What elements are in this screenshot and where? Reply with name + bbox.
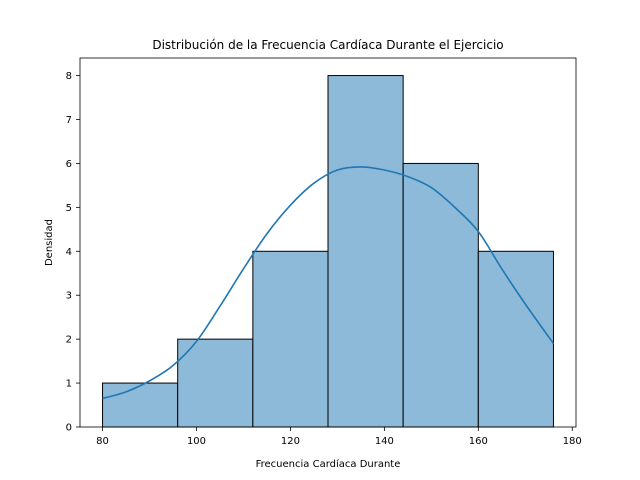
plot-frame	[79, 57, 577, 428]
y-axis-label: Densidad	[44, 219, 55, 266]
x-tick-label: 140	[375, 436, 394, 447]
x-tick-label: 100	[187, 436, 206, 447]
x-axis-label: Frecuencia Cardíaca Durante	[256, 458, 401, 470]
x-tick-label: 120	[281, 436, 300, 447]
y-tick-label: 6	[66, 159, 72, 170]
y-tick-label: 1	[66, 379, 72, 390]
histogram-bars	[102, 75, 554, 428]
histogram-bar-1	[102, 382, 179, 428]
y-tick-label: 8	[66, 71, 72, 82]
y-tick-label: 7	[66, 115, 72, 126]
histogram-bar-4	[327, 75, 404, 428]
y-tick-label: 4	[66, 247, 72, 258]
histogram-bar-2	[177, 338, 254, 428]
x-tick-label: 180	[563, 436, 582, 447]
chart-title: Distribución de la Frecuencia Cardíaca D…	[152, 38, 503, 52]
x-tick-label: 80	[96, 436, 109, 447]
y-axis-ticks: 0 1 2 3 4 5 6 7 8	[66, 71, 80, 434]
x-tick-label: 160	[469, 436, 488, 447]
y-tick-label: 3	[66, 291, 72, 302]
y-tick-label: 5	[66, 203, 72, 214]
histogram-bar-6	[477, 250, 554, 428]
y-tick-label: 2	[66, 335, 72, 346]
histogram-bar-5	[402, 162, 479, 428]
x-axis-ticks: 80 100 120 140 160 180	[96, 427, 582, 447]
y-tick-label: 0	[66, 423, 72, 434]
kde-curve	[102, 166, 555, 400]
histogram-bar-3	[252, 250, 329, 428]
